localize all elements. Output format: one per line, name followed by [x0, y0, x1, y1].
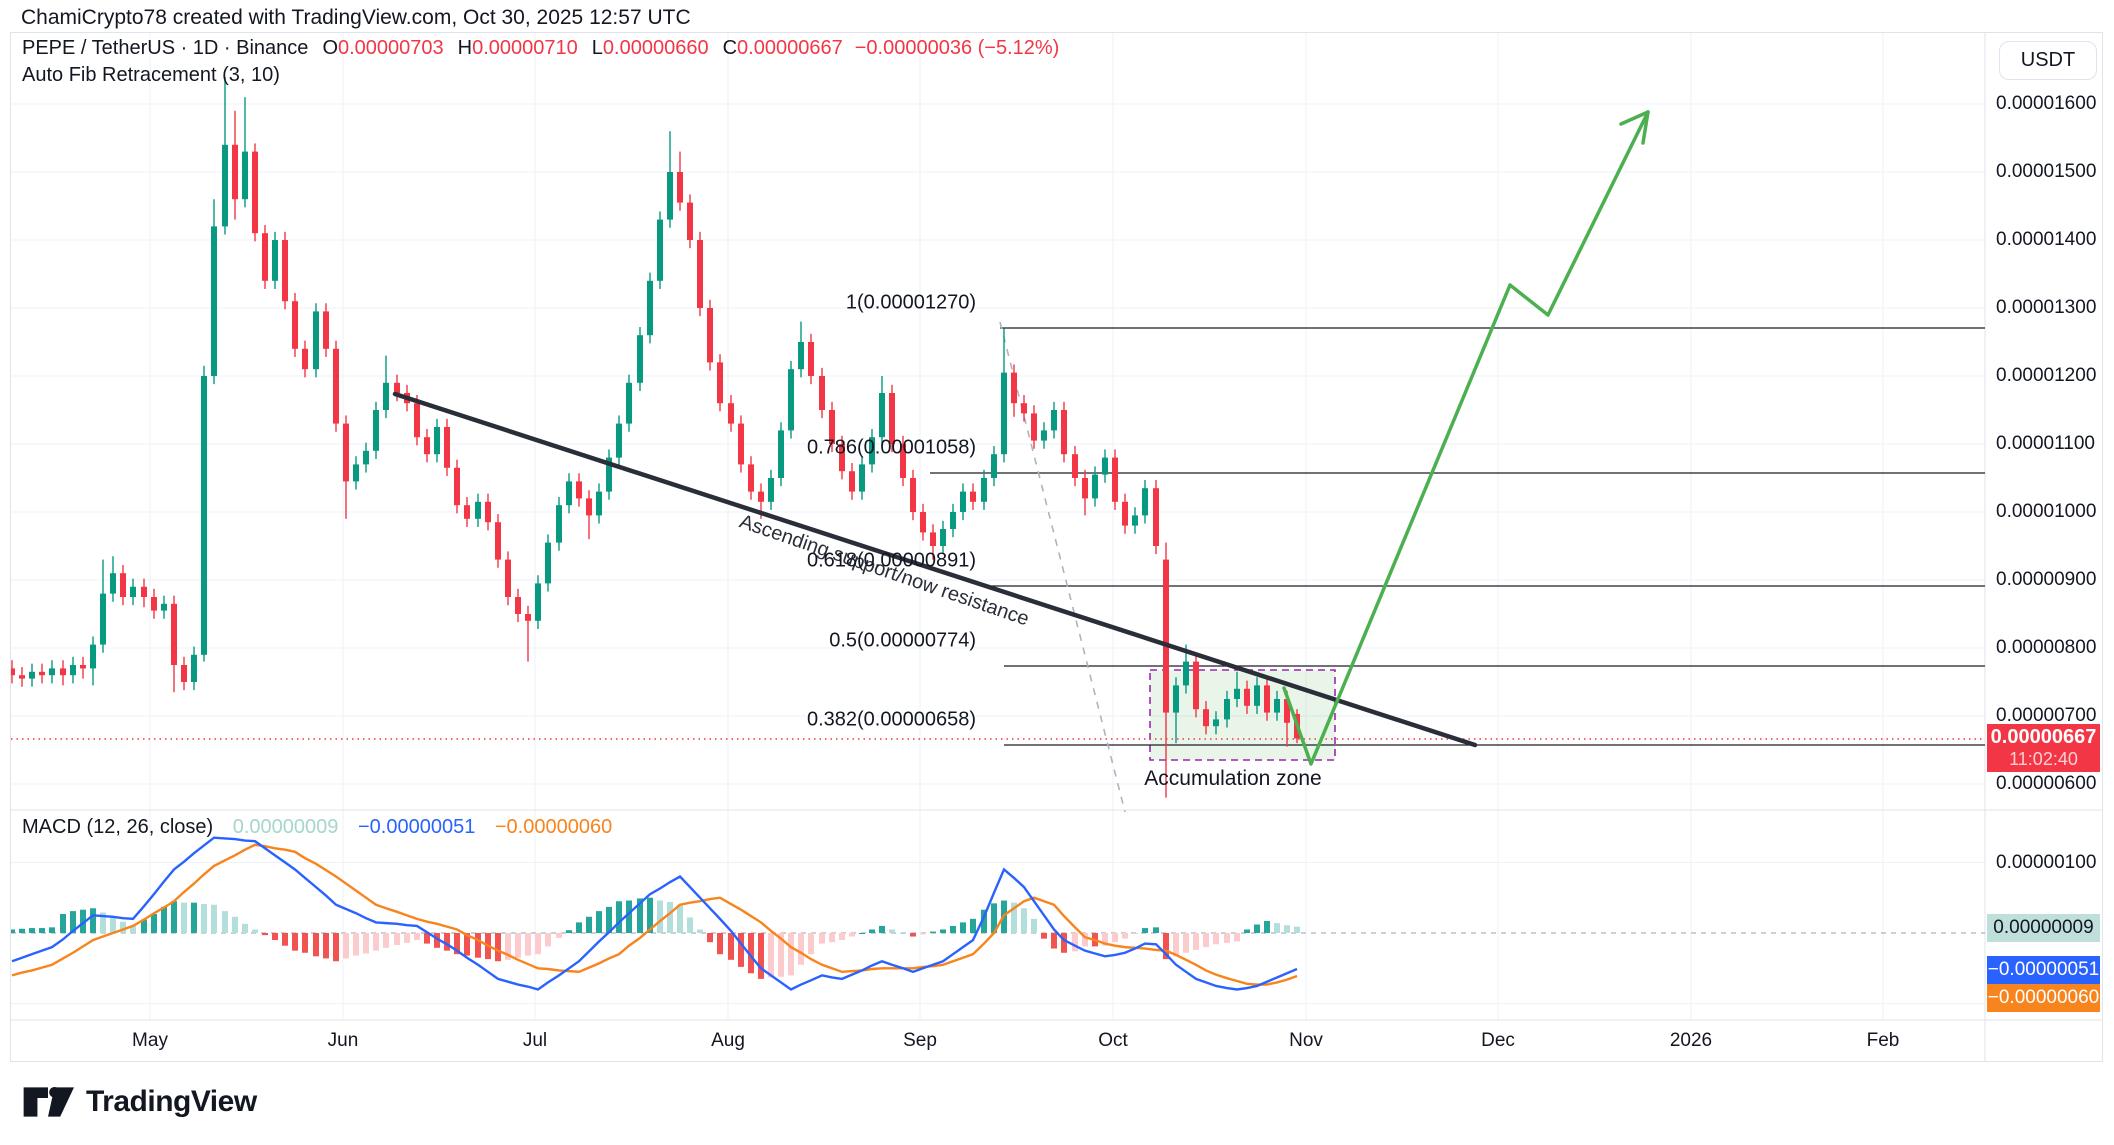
fib-indicator-legend[interactable]: Auto Fib Retracement (3, 10) [22, 64, 280, 87]
tradingview-logo-text: TradingView [86, 1085, 257, 1118]
macd-legend[interactable]: MACD (12, 26, close) 0.00000009 −0.00000… [22, 816, 612, 839]
descending-trendline[interactable] [392, 391, 1478, 748]
time-axis-label: Feb [1866, 1030, 1900, 1051]
macd-main-line [11, 836, 1298, 991]
bar-countdown: 11:02:40 [2009, 749, 2078, 769]
time-axis-label: 2026 [1669, 1030, 1713, 1051]
ohlc-value: 0.00000660 [602, 37, 709, 59]
macd-line-badge: −0.00000051 [1987, 956, 2100, 984]
macd-label: MACD (12, 26, close) [22, 816, 214, 838]
ohlc-key: H [457, 37, 473, 59]
price-axis-label: 0.00000100 [1996, 852, 2097, 873]
time-axis-label: Nov [1289, 1030, 1323, 1051]
fib-level-label: 1(0.00001270) [845, 291, 976, 314]
price-axis-label: 0.00000900 [1996, 569, 2097, 590]
last-price-badge: 0.00000667 11:02:40 [1987, 724, 2100, 772]
macd-hist-badge: 0.00000009 [1987, 914, 2100, 942]
tradingview-logomark-icon [23, 1086, 74, 1117]
time-axis-label: Oct [1098, 1030, 1128, 1051]
currency-toggle-button[interactable]: USDT [1999, 41, 2097, 80]
ohlc-key: C [722, 37, 738, 59]
chart-frame [10, 32, 2103, 1062]
fib-level-label: 0.5(0.00000774) [829, 629, 976, 652]
time-axis-label: May [132, 1030, 168, 1051]
fib-level-label: 0.382(0.00000658) [806, 708, 976, 731]
candlestick-series [11, 76, 1300, 798]
macd-signal-value: −0.00000060 [494, 816, 613, 838]
projection-arrow[interactable] [1282, 110, 1650, 766]
accumulation-zone-box[interactable] [1149, 669, 1336, 761]
accumulation-zone-annotation[interactable]: Accumulation zone [1144, 767, 1322, 790]
tradingview-logo[interactable]: TradingView [22, 1082, 257, 1122]
time-axis-label: Jun [327, 1030, 359, 1051]
price-axis-label: 0.00000700 [1996, 705, 2097, 726]
price-axis-label: 0.00001200 [1996, 365, 2097, 386]
fib-dashed-connector [999, 321, 1126, 813]
ohlc-value: 0.00000667 [737, 37, 843, 59]
price-axis-label: 0.00000800 [1996, 637, 2097, 658]
symbol-legend[interactable]: PEPE / TetherUS · 1D · Binance O0.0000070… [22, 37, 1059, 60]
ohlc-key: O [322, 37, 338, 59]
macd-pane [11, 836, 1985, 991]
price-axis-label: 0.00001100 [1996, 433, 2095, 454]
attribution-text: ChamiCrypto78 created with TradingView.c… [21, 6, 691, 29]
ohlc-key: L [591, 37, 603, 59]
time-axis-label: Dec [1481, 1030, 1515, 1051]
macd-signal-line [11, 843, 1298, 986]
price-axis-label: 0.00000600 [1996, 773, 2097, 794]
projection-arrowhead-icon [1619, 110, 1650, 145]
macd-line-value: −0.00000051 [357, 816, 476, 838]
price-axis-label: 0.00001000 [1996, 501, 2097, 522]
price-axis-label: 0.00001500 [1996, 161, 2097, 182]
gridlines [11, 33, 1985, 1020]
time-axis-label: Aug [711, 1030, 745, 1051]
last-price-value: 0.00000667 [1990, 726, 2097, 748]
symbol-title: PEPE / TetherUS · 1D · Binance [22, 37, 309, 59]
price-axis-label: 0.00001400 [1996, 229, 2097, 250]
price-axis-label: 0.00001600 [1996, 93, 2097, 114]
fib-indicator-label: Auto Fib Retracement (3, 10) [22, 64, 280, 86]
fib-level-label: 0.786(0.00001058) [806, 436, 976, 459]
macd-signal-badge: −0.00000060 [1987, 984, 2100, 1012]
time-axis-label: Sep [903, 1030, 937, 1051]
price-axis-label: 0.00001300 [1996, 297, 2097, 318]
macd-hist-value: 0.00000009 [232, 816, 339, 838]
change-value: −0.00000036 (−5.12%) [854, 37, 1060, 59]
pane-separators [10, 33, 2103, 1062]
ohlc-value: 0.00000710 [472, 37, 578, 59]
ohlc-value: 0.00000703 [338, 37, 444, 59]
time-axis-label: Jul [522, 1030, 548, 1051]
fib-level-label: 0.618(0.00000891) [806, 549, 976, 572]
